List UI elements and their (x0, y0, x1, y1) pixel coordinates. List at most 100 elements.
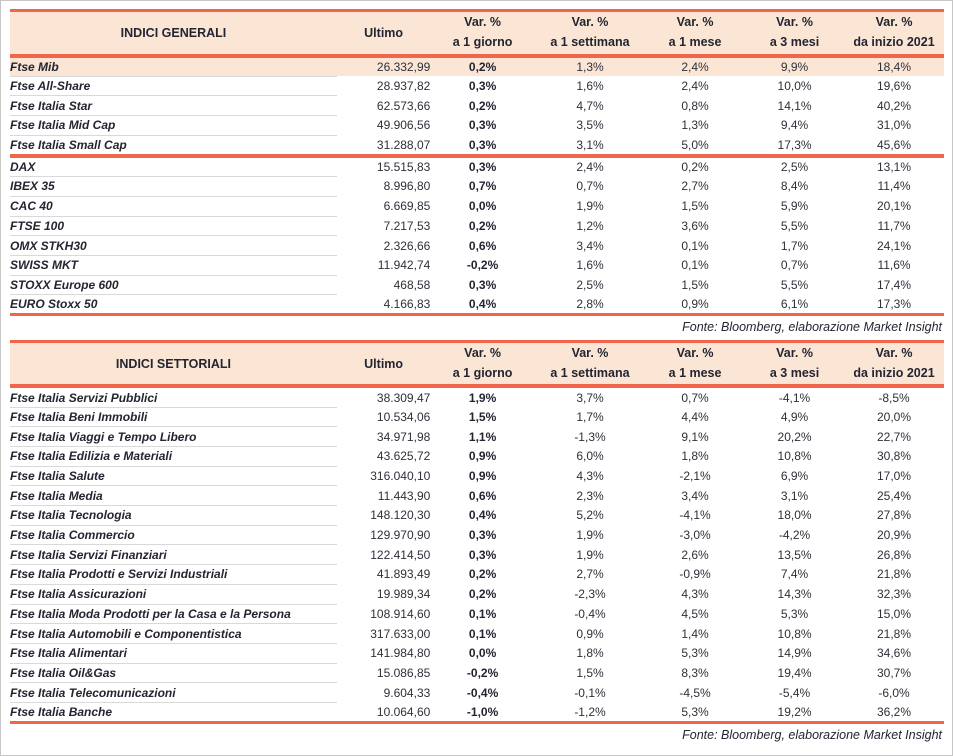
table-title: INDICI GENERALI (10, 9, 337, 55)
ultimo-value: 129.970,90 (370, 528, 431, 543)
table-row: Ftse Italia Prodotti e Servizi Industria… (10, 564, 944, 585)
table-row: Ftse Italia Oil&Gas 15.086,85 -0,2% 1,5%… (10, 663, 944, 684)
var-1-giorno-value: 0,1% (468, 626, 497, 641)
index-name: Ftse Italia Prodotti e Servizi Industria… (10, 564, 337, 585)
var-label: Var. % (776, 15, 813, 30)
index-name: Ftse Italia Assicurazioni (10, 584, 337, 605)
var-1-giorno-value: 0,0% (468, 646, 497, 661)
var-3-mesi-value: 8,4% (780, 179, 809, 194)
var-1-giorno-value: 1,1% (468, 429, 497, 444)
var-1-mese-value: 2,7% (681, 179, 709, 194)
var-1-settimana-value: 0,7% (576, 179, 604, 194)
var-1-settimana-value: 1,9% (576, 528, 604, 543)
table-row: Ftse Italia Small Cap 31.288,07 0,3% 3,1… (10, 135, 944, 156)
var-inizio-2021-value: 19,6% (877, 79, 912, 94)
table-row: Ftse Italia Star 62.573,66 0,2% 4,7% 0,8… (10, 95, 944, 117)
ultimo-value: 316.040,10 (370, 469, 431, 484)
var-1-mese-value: 1,5% (681, 199, 709, 214)
var-3-mesi-value: 10,8% (777, 449, 812, 464)
var-inizio-2021-value: 21,8% (877, 567, 912, 582)
var-1-mese-value: 8,3% (681, 665, 709, 680)
column-header-var-1-giorno: Var. % a 1 giorno (430, 9, 535, 55)
var-1-mese-value: 4,3% (681, 587, 709, 602)
var-1-giorno-value: 1,5% (468, 409, 497, 424)
var-inizio-2021-value: 22,7% (877, 429, 912, 444)
var-label: Var. % (464, 346, 502, 361)
index-name: DAX (10, 156, 337, 178)
var-3-mesi-value: 7,4% (780, 567, 809, 582)
index-name: Ftse Italia Telecomunicazioni (10, 682, 337, 703)
var-inizio-2021-value: 40,2% (877, 98, 912, 113)
table-row: OMX STKH30 2.326,66 0,6% 3,4% 0,1% 1,7% … (10, 235, 944, 256)
index-name: Ftse Italia Servizi Pubblici (10, 387, 337, 408)
ultimo-value: 43.625,72 (376, 449, 431, 464)
var-1-mese-value: -0,9% (679, 567, 711, 582)
var-1-giorno-value: 0,0% (468, 199, 497, 214)
var-1-settimana-value: -0,4% (574, 606, 606, 621)
ultimo-value: 38.309,47 (376, 390, 431, 405)
var-period: a 1 giorno (452, 365, 513, 380)
ultimo-value: 10.534,06 (376, 409, 431, 424)
var-inizio-2021-value: 11,6% (877, 258, 911, 273)
ultimo-value: 34.971,98 (376, 429, 431, 444)
table-row: Ftse All-Share 28.937,82 0,3% 1,6% 2,4% … (10, 76, 944, 97)
column-header-var-1-settimana: Var. % a 1 settimana (534, 9, 646, 55)
column-header-var-1-mese: Var. % a 1 mese (645, 9, 746, 55)
var-1-giorno-value: 0,3% (468, 277, 497, 292)
var-1-mese-value: 9,1% (681, 429, 709, 444)
ultimo-value: 317.633,00 (370, 626, 431, 641)
header-row: INDICI GENERALI Ultimo Var. % a 1 giorno… (10, 9, 944, 55)
index-name: Ftse Italia Edilizia e Materiali (10, 446, 337, 467)
table-row: Ftse Italia Assicurazioni 19.989,34 0,2%… (10, 584, 944, 605)
index-name: OMX STKH30 (10, 235, 337, 256)
ultimo-value: 9.604,33 (383, 685, 431, 700)
var-1-mese-value: 5,0% (681, 137, 709, 152)
column-header-var-3-mesi: Var. % a 3 mesi (745, 9, 845, 55)
var-3-mesi-value: 17,3% (777, 137, 812, 152)
var-1-giorno-value: 0,3% (468, 528, 497, 543)
index-name: Ftse Italia Banche (10, 702, 337, 723)
index-name: STOXX Europe 600 (10, 275, 337, 296)
var-period: da inizio 2021 (853, 365, 935, 380)
var-label: Var. % (571, 346, 609, 361)
var-inizio-2021-value: 24,1% (877, 238, 912, 253)
indici-settoriali-table: INDICI SETTORIALI Ultimo Var. % a 1 gior… (10, 339, 944, 724)
ultimo-value: 49.906,56 (376, 118, 431, 133)
var-1-settimana-value: 2,5% (576, 277, 604, 292)
ultimo-value: 19.989,34 (376, 587, 431, 602)
var-3-mesi-value: 0,7% (780, 258, 809, 273)
var-inizio-2021-value: 20,1% (877, 199, 912, 214)
var-inizio-2021-value: 30,8% (877, 449, 912, 464)
table-row: Ftse Italia Tecnologia 148.120,30 0,4% 5… (10, 505, 944, 526)
var-1-mese-value: -4,1% (679, 508, 711, 523)
var-1-settimana-value: 1,6% (576, 258, 604, 273)
var-1-mese-value: 1,3% (681, 118, 709, 133)
table-row: IBEX 35 8.996,80 0,7% 0,7% 2,7% 8,4% 11,… (10, 176, 944, 197)
var-period: a 1 mese (668, 34, 722, 49)
var-1-mese-value: 3,4% (681, 488, 709, 503)
table-row: FTSE 100 7.217,53 0,2% 1,2% 3,6% 5,5% 11… (10, 216, 944, 237)
var-3-mesi-value: 18,0% (777, 508, 812, 523)
var-1-settimana-value: 1,9% (576, 199, 604, 214)
var-inizio-2021-value: 17,4% (877, 277, 912, 292)
var-inizio-2021-value: 30,7% (877, 665, 912, 680)
table-title: INDICI SETTORIALI (10, 339, 337, 386)
var-3-mesi-value: 1,7% (780, 238, 809, 253)
var-3-mesi-value: 10,0% (777, 79, 812, 94)
index-name: Ftse Italia Mid Cap (10, 115, 337, 136)
var-1-giorno-value: 0,7% (468, 179, 497, 194)
var-3-mesi-value: 9,4% (780, 118, 809, 133)
var-1-mese-value: 0,1% (681, 258, 709, 273)
index-name: CAC 40 (10, 196, 337, 217)
ultimo-value: 11.942,74 (377, 258, 431, 273)
var-1-mese-value: 4,4% (681, 409, 709, 424)
var-1-settimana-value: 1,8% (576, 646, 604, 661)
column-header-var-inizio-2021: Var. % da inizio 2021 (844, 339, 944, 386)
table-row: Ftse Italia Telecomunicazioni 9.604,33 -… (10, 682, 944, 703)
ultimo-value: 122.414,50 (370, 547, 431, 562)
var-1-settimana-value: -0,1% (574, 685, 606, 700)
ultimo-value: 15.086,85 (376, 665, 431, 680)
var-period: a 3 mesi (769, 365, 820, 380)
index-name: Ftse Italia Automobili e Componentistica (10, 623, 337, 644)
